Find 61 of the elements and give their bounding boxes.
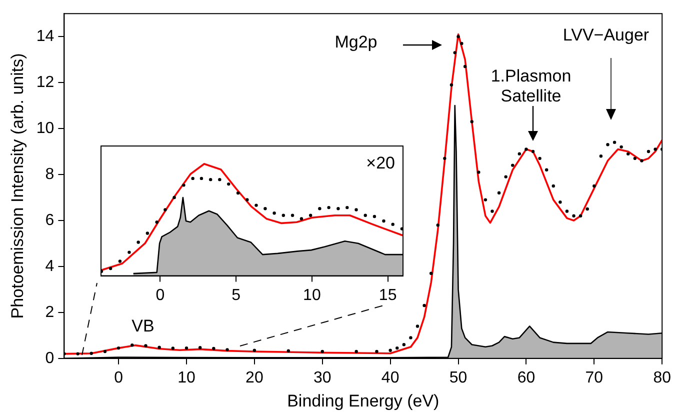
- point: [382, 219, 386, 223]
- annotation: Mg2p: [334, 32, 378, 52]
- point: [327, 206, 330, 210]
- point: [346, 206, 349, 210]
- x-tick-label: 10: [303, 286, 321, 304]
- y-tick-label: 14: [36, 28, 54, 45]
- y-tick-label: 2: [45, 304, 54, 321]
- point: [272, 212, 276, 215]
- x-tick-label: 0: [156, 286, 165, 304]
- y-tick-label: 0: [45, 350, 54, 367]
- y-tick-label: 10: [36, 120, 54, 137]
- point: [164, 208, 167, 212]
- x-tick-label: 70: [585, 369, 604, 386]
- y-tick-label: 12: [36, 74, 54, 91]
- point: [227, 182, 230, 186]
- x-tick-label: 15: [378, 286, 397, 304]
- point: [246, 198, 249, 202]
- x-tick-label: 5: [232, 286, 241, 304]
- y-tick-label: 6: [45, 212, 54, 229]
- point: [236, 191, 240, 195]
- x-axis-title: Binding Energy (eV): [287, 391, 440, 410]
- point: [372, 214, 376, 218]
- point: [254, 204, 258, 207]
- point: [391, 222, 394, 226]
- point: [218, 178, 222, 182]
- x-tick-label: 30: [313, 369, 332, 386]
- point: [318, 207, 322, 210]
- point: [155, 220, 158, 224]
- point: [208, 178, 212, 182]
- point: [364, 214, 367, 217]
- point: [336, 207, 340, 210]
- point: [146, 232, 150, 235]
- x-tick-label: 0: [114, 369, 124, 386]
- annotation: LVV−Auger: [562, 26, 650, 45]
- point: [400, 227, 403, 230]
- x-tick-label: 10: [178, 369, 196, 386]
- point: [108, 266, 112, 270]
- point: [172, 196, 176, 200]
- point: [128, 250, 131, 254]
- x-tick-label: 80: [653, 369, 672, 386]
- point: [308, 214, 312, 217]
- point: [300, 217, 304, 220]
- point: [200, 176, 204, 180]
- point: [182, 184, 186, 187]
- point: [191, 176, 194, 180]
- y-tick-label: 4: [45, 258, 54, 275]
- x-tick-label: 60: [517, 369, 536, 386]
- annotation: ×20: [366, 154, 395, 173]
- annotation: VB: [132, 316, 154, 336]
- point: [136, 240, 140, 244]
- x-tick-label: 40: [381, 369, 400, 386]
- point: [354, 208, 358, 212]
- point: [282, 214, 286, 217]
- x-tick-label: 20: [246, 369, 264, 386]
- point: [118, 260, 122, 263]
- point: [290, 214, 294, 217]
- y-tick-label: 8: [45, 166, 54, 183]
- y-axis-title: Photoemission Intensity (arb. units): [8, 53, 27, 319]
- annotation: 1.Plasmon Satellite: [490, 66, 572, 106]
- point: [264, 207, 267, 210]
- x-tick-label: 50: [449, 369, 468, 386]
